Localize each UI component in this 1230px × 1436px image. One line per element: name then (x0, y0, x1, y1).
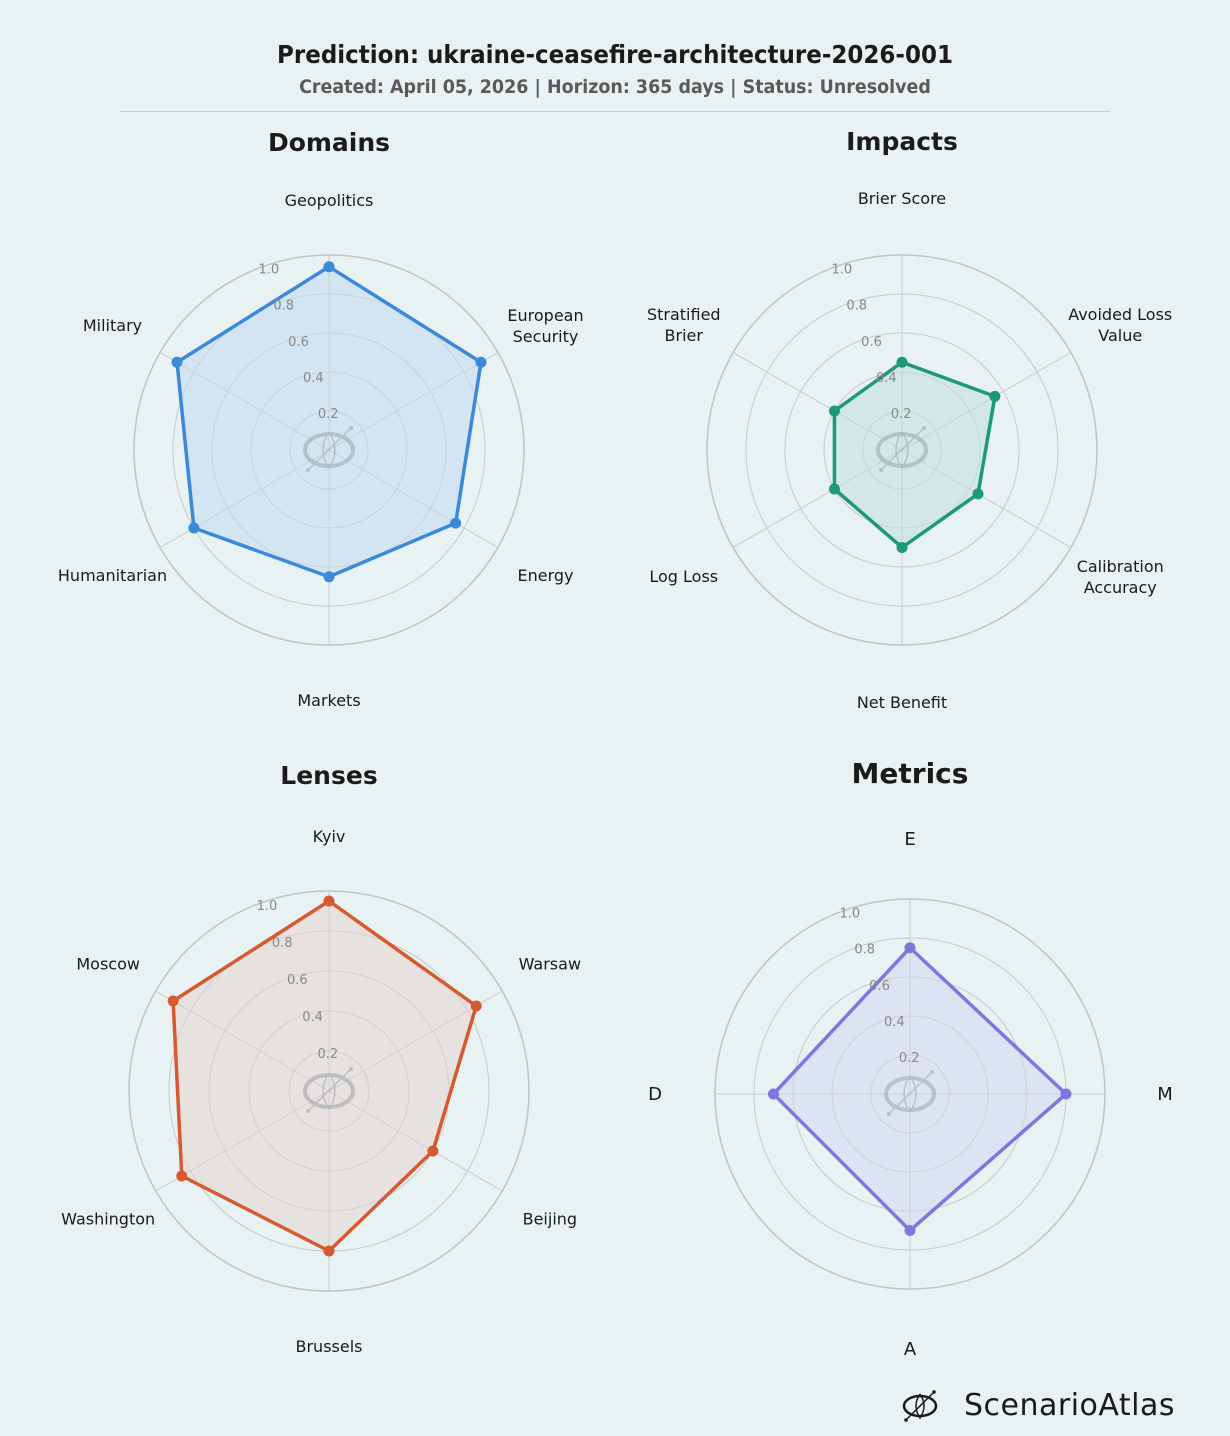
category-label: Avoided Loss Value (1068, 305, 1172, 345)
r-tick-label: 0.8 (846, 299, 867, 314)
data-point (896, 542, 908, 553)
data-area (773, 947, 1066, 1231)
brand-name: ScenarioAtlas (964, 1387, 1176, 1423)
category-label: Beijing (523, 1210, 577, 1229)
data-point (470, 1000, 482, 1012)
watermark-logo-icon (876, 426, 928, 472)
radar-metrics: 0.2 0.4 0.6 0.8 1.0 E M A D (648, 829, 1173, 1360)
watermark-logo-icon (303, 1067, 355, 1113)
data-point (171, 356, 183, 368)
category-label: Humanitarian (58, 566, 167, 585)
r-tick-label: 0.4 (303, 371, 324, 386)
r-tick-label: 0.4 (884, 1015, 905, 1030)
data-point (904, 942, 916, 954)
data-point (176, 1170, 188, 1182)
data-point (1060, 1088, 1072, 1100)
category-label: D (648, 1084, 662, 1105)
category-label: Net Benefit (857, 693, 947, 712)
category-label: Markets (297, 691, 360, 710)
data-point (475, 356, 487, 368)
watermark-logo-icon (303, 426, 355, 472)
category-label: Moscow (76, 955, 140, 974)
data-point (768, 1088, 779, 1100)
category-label: Kyiv (313, 827, 346, 846)
header-divider (120, 111, 1110, 112)
r-tick-label: 0.2 (899, 1051, 920, 1066)
data-point (427, 1145, 439, 1157)
r-tick-label: 1.0 (840, 907, 861, 922)
data-point (323, 571, 335, 583)
category-label: Stratified Brier (647, 305, 721, 345)
brand-footer: ScenarioAtlas (900, 1385, 1175, 1425)
category-label: Brier Score (858, 189, 946, 208)
data-point (828, 405, 840, 417)
r-tick-label: 0.6 (287, 973, 308, 988)
data-point (828, 483, 840, 495)
radar-domains: 0.2 0.4 0.6 0.8 1.0 Geopolitics European Securi… (58, 191, 584, 710)
category-label: Warsaw (519, 955, 581, 974)
data-point (989, 390, 1001, 402)
r-tick-label: 0.6 (869, 979, 890, 994)
category-label: M (1157, 1084, 1173, 1105)
r-tick-label: 0.2 (318, 407, 339, 422)
watermark-logo-icon (884, 1070, 936, 1116)
data-point (904, 1225, 916, 1236)
category-label: Calibration Accuracy (1077, 557, 1164, 597)
chart-title-domains: Domains (267, 128, 391, 157)
data-area (834, 362, 995, 548)
r-tick-label: 0.2 (891, 407, 912, 422)
r-tick-label: 0.8 (272, 936, 293, 951)
scenarioatlas-logo-icon (902, 1390, 938, 1422)
data-point (323, 261, 335, 273)
r-tick-label: 0.2 (317, 1047, 338, 1062)
r-tick-label: 0.6 (288, 335, 309, 350)
r-tick-label: 0.4 (876, 371, 897, 386)
radar-impacts: 0.2 0.4 0.6 0.8 1.0 Brier Score Avoided Loss Va… (647, 189, 1172, 712)
chart-title-lenses: Lenses (280, 761, 378, 790)
page-title: Prediction: ukraine-ceasefire-architectu… (277, 40, 953, 69)
category-label: Energy (517, 566, 573, 585)
category-label: European Security (507, 306, 583, 346)
r-tick-label: 1.0 (832, 263, 853, 278)
chart-title-metrics: Metrics (851, 757, 969, 790)
category-label: Log Loss (649, 567, 718, 586)
category-label: A (904, 1339, 917, 1360)
category-label: Washington (61, 1210, 155, 1229)
page-subtitle: Created: April 05, 2026 | Horizon: 365 d… (299, 76, 931, 98)
data-point (896, 356, 908, 368)
r-tick-label: 1.0 (257, 899, 278, 914)
category-label: Geopolitics (285, 191, 374, 210)
category-label: Military (83, 316, 142, 335)
data-point (450, 517, 462, 529)
radar-lenses: 0.2 0.4 0.6 0.8 1.0 Kyiv Warsaw Beijing Brussels… (61, 827, 581, 1356)
data-point (167, 995, 179, 1007)
category-label: Brussels (296, 1337, 363, 1356)
r-tick-label: 0.8 (273, 299, 294, 314)
data-point (188, 522, 200, 534)
r-tick-label: 1.0 (259, 263, 280, 278)
data-point (972, 488, 984, 500)
data-point (323, 1245, 335, 1257)
r-tick-label: 0.6 (861, 335, 882, 350)
data-point (323, 895, 335, 907)
category-label: E (904, 829, 915, 850)
chart-title-impacts: Impacts (846, 127, 958, 156)
r-tick-label: 0.8 (854, 943, 875, 958)
r-tick-label: 0.4 (302, 1010, 323, 1025)
